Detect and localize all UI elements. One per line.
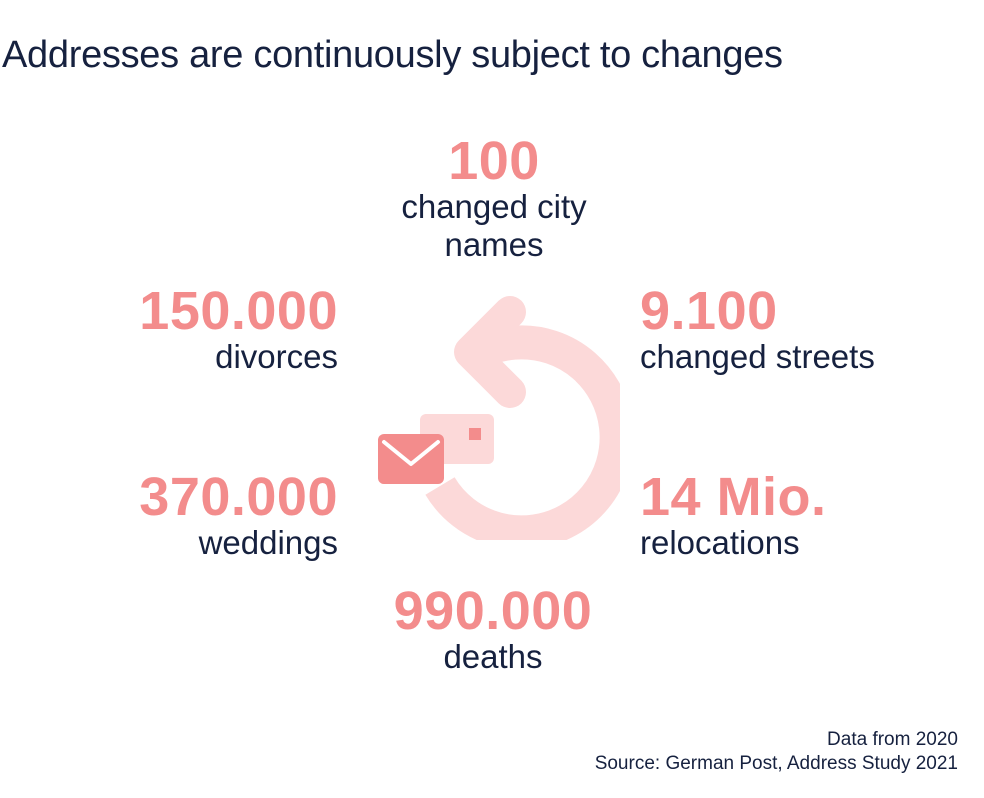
stat-streets: 9.100 changed streets bbox=[640, 284, 940, 376]
stat-weddings-label: weddings bbox=[198, 524, 338, 561]
stat-divorces-label: divorces bbox=[215, 338, 338, 375]
stat-relocations-label: relocations bbox=[640, 524, 800, 561]
stat-deaths-value: 990.000 bbox=[393, 581, 593, 641]
stat-streets-label: changed streets bbox=[640, 338, 875, 375]
stat-city-names-value: 100 bbox=[448, 131, 540, 191]
source-citation: Source: German Post, Address Study 2021 bbox=[594, 753, 958, 774]
stat-relocations-value: 14 Mio. bbox=[640, 467, 827, 527]
stat-relocations: 14 Mio. relocations bbox=[640, 470, 940, 562]
stat-divorces-value: 150.000 bbox=[139, 281, 338, 341]
stat-streets-value: 9.100 bbox=[640, 281, 778, 341]
stat-deaths-label: deaths bbox=[443, 638, 543, 675]
stat-weddings: 370.000 weddings bbox=[60, 470, 338, 562]
data-year-note: Data from 2020 bbox=[827, 729, 958, 750]
stat-weddings-value: 370.000 bbox=[139, 467, 338, 527]
mail-redirect-icon bbox=[370, 290, 634, 550]
stat-deaths: 990.000 deaths bbox=[340, 584, 646, 676]
stat-city-names-label: changed city names bbox=[401, 188, 587, 263]
page-title: Addresses are continuously subject to ch… bbox=[2, 34, 783, 76]
stat-divorces: 150.000 divorces bbox=[60, 284, 338, 376]
source-note: Data from 2020 Source: German Post, Addr… bbox=[595, 728, 958, 776]
stat-city-names: 100 changed city names bbox=[380, 134, 608, 264]
